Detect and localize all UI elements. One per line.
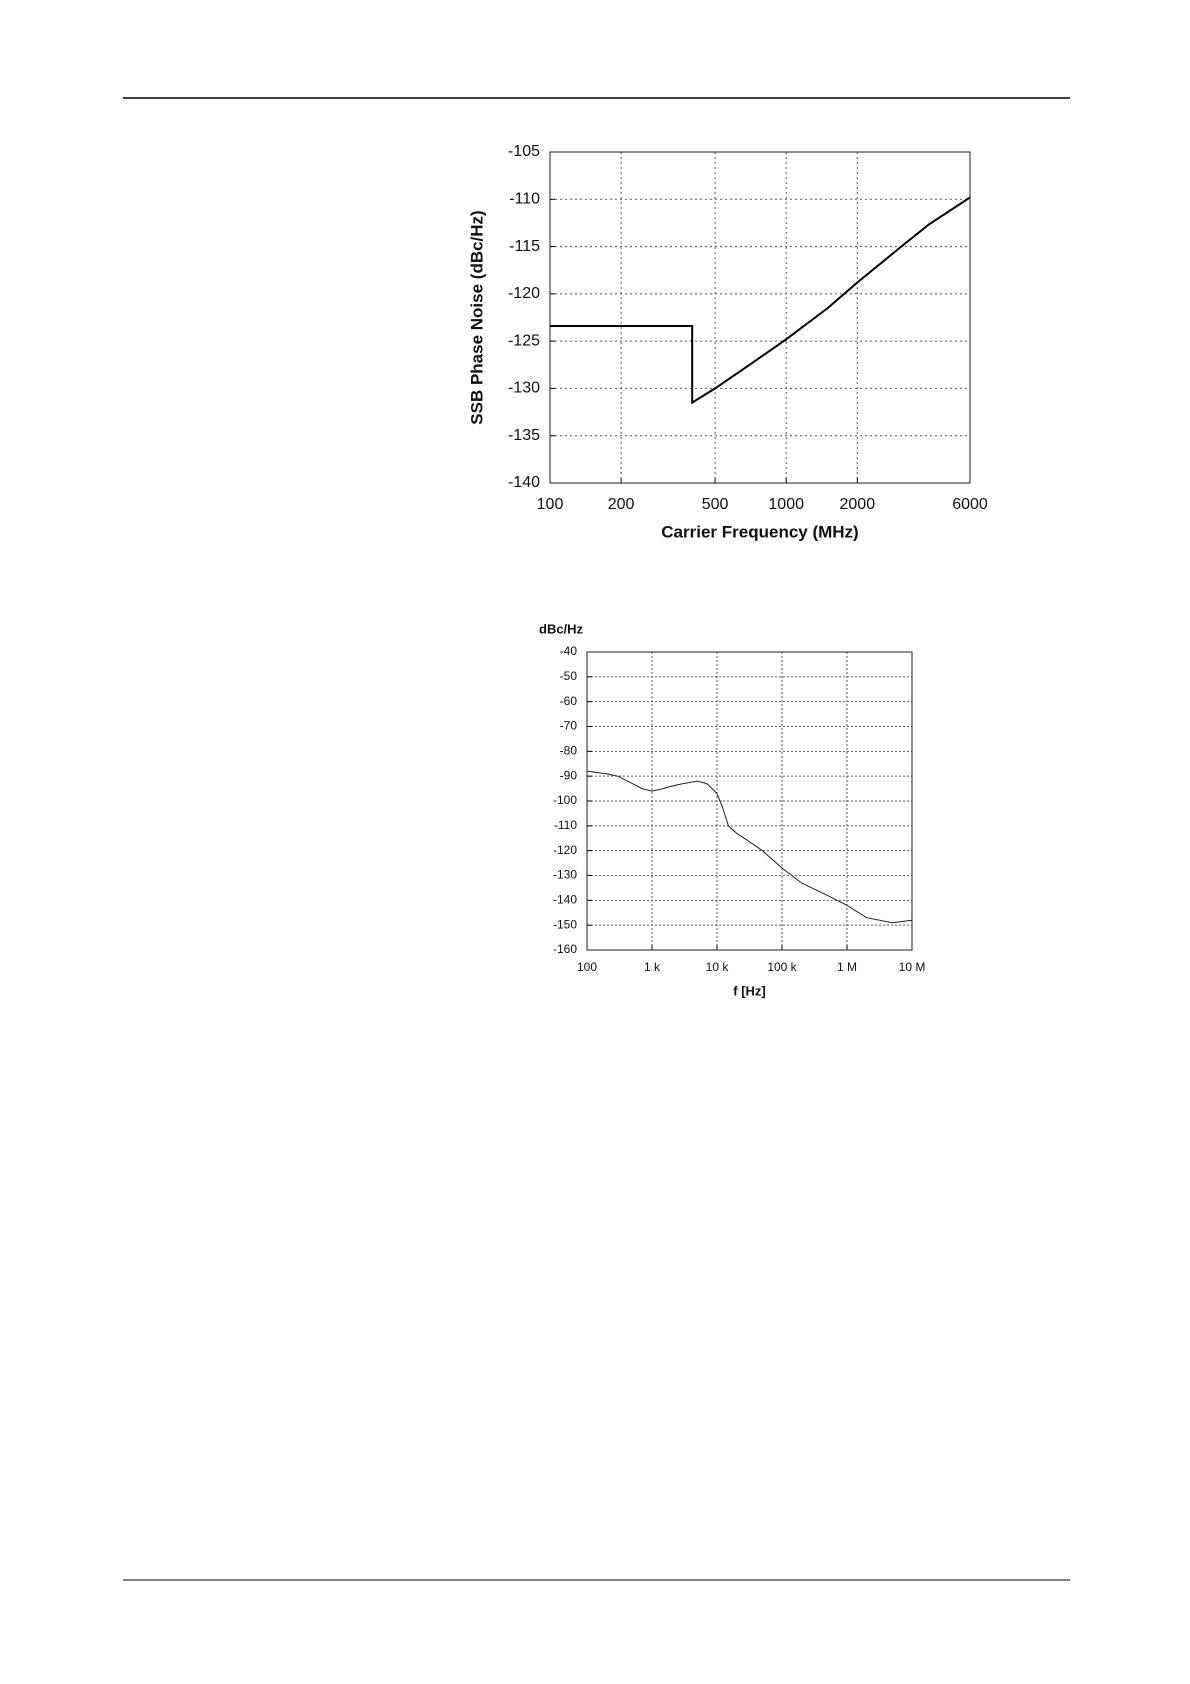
- x-tick-label: 1 M: [837, 960, 857, 974]
- x-tick-label: 200: [608, 496, 635, 513]
- y-tick-label: -140: [508, 474, 540, 491]
- y-axis-label: SSB Phase Noise (dBc/Hz): [467, 210, 486, 424]
- y-tick-label: -125: [508, 332, 540, 349]
- y-tick-label: -120: [508, 285, 540, 302]
- x-tick-label: 100: [537, 496, 564, 513]
- x-axis-label: f [Hz]: [733, 983, 766, 998]
- y-tick-label: -110: [509, 191, 540, 208]
- y-tick-label: -60: [560, 694, 578, 708]
- x-tick-label: 100: [577, 960, 597, 974]
- x-tick-label: 2000: [840, 496, 876, 513]
- y-tick-label: -150: [553, 917, 577, 931]
- y-tick-label: -140: [553, 893, 577, 907]
- y-tick-label: -70: [560, 719, 578, 733]
- x-tick-label: 10 k: [706, 960, 730, 974]
- x-tick-label: 1 k: [644, 960, 661, 974]
- y-tick-label: -110: [554, 818, 577, 832]
- y-tick-label: -100: [553, 793, 577, 807]
- x-tick-label: 500: [702, 496, 729, 513]
- x-tick-label: 10 M: [899, 960, 926, 974]
- y-axis-label: dBc/Hz: [539, 621, 584, 636]
- x-tick-label: 6000: [952, 496, 988, 513]
- y-tick-label: -130: [553, 868, 577, 882]
- y-tick-label: -50: [560, 669, 578, 683]
- x-axis-label: Carrier Frequency (MHz): [661, 522, 858, 541]
- y-tick-label: -115: [509, 238, 540, 255]
- y-tick-label: -130: [508, 380, 540, 397]
- data-line: [550, 196, 971, 405]
- y-tick-label: -135: [508, 427, 540, 444]
- y-tick-label: -105: [508, 143, 540, 160]
- plot-frame: [586, 651, 913, 951]
- y-tick-label: -40: [560, 644, 578, 658]
- plot-frame: [549, 151, 971, 484]
- y-tick-label: -90: [560, 768, 578, 782]
- x-tick-label: 100 k: [767, 960, 797, 974]
- x-tick-label: 1000: [768, 496, 804, 513]
- data-line: [586, 770, 913, 924]
- y-tick-label: -160: [553, 942, 577, 956]
- y-tick-label: -120: [553, 843, 577, 857]
- y-tick-label: -80: [560, 744, 578, 758]
